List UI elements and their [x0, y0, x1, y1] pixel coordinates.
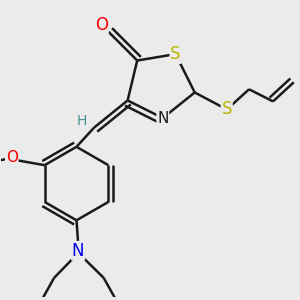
Text: S: S [170, 45, 181, 63]
Text: H: H [77, 114, 87, 128]
Text: N: N [157, 110, 169, 125]
Text: N: N [72, 242, 84, 260]
Text: S: S [221, 100, 232, 118]
Text: O: O [6, 150, 18, 165]
Text: O: O [95, 16, 108, 34]
